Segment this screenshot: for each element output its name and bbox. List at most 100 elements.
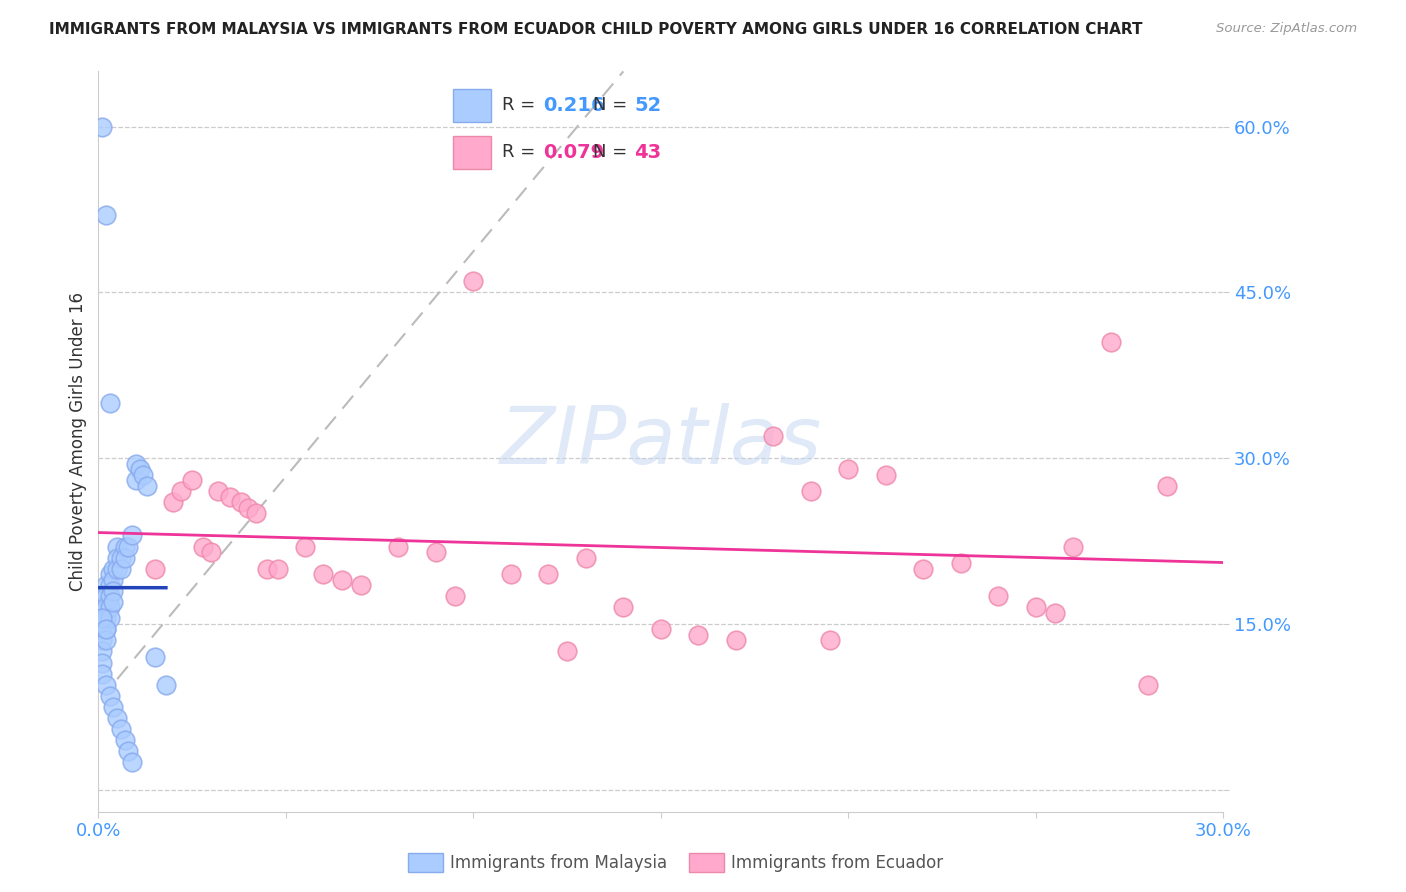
Point: [98, 689, 121, 703]
Point: [91, 611, 114, 625]
Point: [98, 589, 121, 603]
Point: [110, 561, 132, 575]
Point: [125, 457, 148, 471]
Point: [136, 479, 159, 493]
Point: [575, 550, 598, 565]
Text: Immigrants from Ecuador: Immigrants from Ecuador: [731, 854, 943, 871]
Point: [537, 567, 560, 582]
Point: [103, 583, 125, 598]
Point: [987, 589, 1010, 603]
Point: [181, 473, 204, 487]
Point: [800, 484, 823, 499]
Point: [91, 120, 114, 134]
Point: [555, 644, 578, 658]
Point: [200, 545, 222, 559]
Point: [837, 462, 859, 476]
Point: [125, 473, 148, 487]
Point: [94, 589, 117, 603]
Point: [350, 578, 373, 592]
Point: [245, 507, 267, 521]
Point: [143, 561, 166, 575]
Point: [98, 396, 121, 410]
Point: [499, 567, 522, 582]
Point: [121, 755, 143, 769]
Point: [105, 711, 128, 725]
Point: [114, 540, 136, 554]
Point: [1137, 678, 1160, 692]
Point: [193, 540, 215, 554]
Point: [1099, 335, 1122, 350]
Point: [94, 611, 117, 625]
Point: [105, 540, 128, 554]
Text: Source: ZipAtlas.com: Source: ZipAtlas.com: [1216, 22, 1357, 36]
Point: [143, 650, 166, 665]
Point: [94, 578, 117, 592]
Point: [91, 600, 114, 615]
Point: [94, 623, 117, 637]
Point: [1043, 606, 1066, 620]
Point: [949, 556, 972, 570]
Point: [762, 429, 785, 443]
Point: [114, 732, 136, 747]
Point: [1025, 600, 1047, 615]
Point: [98, 578, 121, 592]
Point: [132, 467, 155, 482]
Point: [94, 600, 117, 615]
Point: [170, 484, 193, 499]
Point: [312, 567, 335, 582]
Point: [238, 500, 260, 515]
Point: [91, 623, 114, 637]
Point: [91, 644, 114, 658]
Point: [650, 623, 672, 637]
Point: [155, 678, 177, 692]
Point: [91, 656, 114, 670]
Point: [688, 628, 710, 642]
Point: [103, 699, 125, 714]
Point: [463, 274, 485, 288]
Point: [103, 573, 125, 587]
Point: [94, 208, 117, 222]
Point: [121, 528, 143, 542]
Point: [103, 595, 125, 609]
Point: [94, 678, 117, 692]
Point: [91, 633, 114, 648]
Point: [1156, 479, 1178, 493]
Point: [114, 550, 136, 565]
Point: [724, 633, 747, 648]
Point: [818, 633, 841, 648]
Point: [267, 561, 290, 575]
Point: [162, 495, 184, 509]
Point: [91, 666, 114, 681]
Point: [98, 567, 121, 582]
Text: ZIPatlas: ZIPatlas: [499, 402, 823, 481]
Point: [91, 589, 114, 603]
Point: [98, 600, 121, 615]
Point: [218, 490, 240, 504]
Point: [207, 484, 229, 499]
Point: [875, 467, 897, 482]
Point: [425, 545, 447, 559]
Text: IMMIGRANTS FROM MALAYSIA VS IMMIGRANTS FROM ECUADOR CHILD POVERTY AMONG GIRLS UN: IMMIGRANTS FROM MALAYSIA VS IMMIGRANTS F…: [49, 22, 1143, 37]
Point: [330, 573, 353, 587]
Y-axis label: Child Poverty Among Girls Under 16: Child Poverty Among Girls Under 16: [69, 292, 87, 591]
Point: [256, 561, 278, 575]
Point: [110, 550, 132, 565]
Point: [117, 540, 139, 554]
Point: [91, 611, 114, 625]
Point: [612, 600, 634, 615]
Point: [387, 540, 409, 554]
Point: [94, 623, 117, 637]
Point: [229, 495, 252, 509]
Point: [94, 633, 117, 648]
Text: Immigrants from Malaysia: Immigrants from Malaysia: [450, 854, 666, 871]
Point: [110, 722, 132, 736]
Point: [105, 550, 128, 565]
Point: [294, 540, 316, 554]
Point: [117, 744, 139, 758]
Point: [443, 589, 465, 603]
Point: [105, 561, 128, 575]
Point: [103, 561, 125, 575]
Point: [98, 611, 121, 625]
Point: [128, 462, 150, 476]
Point: [1062, 540, 1084, 554]
